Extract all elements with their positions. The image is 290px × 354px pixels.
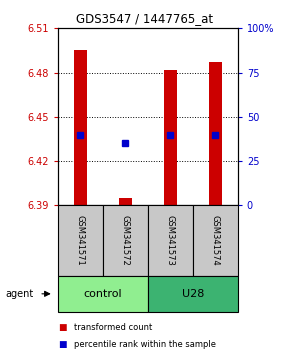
Text: GSM341571: GSM341571 <box>76 215 85 266</box>
Text: transformed count: transformed count <box>74 323 152 332</box>
Bar <box>119 198 132 205</box>
Text: GSM341573: GSM341573 <box>166 215 175 266</box>
Bar <box>164 70 177 205</box>
Text: ■: ■ <box>58 339 66 349</box>
Text: control: control <box>84 289 122 299</box>
Bar <box>74 50 87 205</box>
Text: percentile rank within the sample: percentile rank within the sample <box>74 339 216 349</box>
Text: U28: U28 <box>182 289 204 299</box>
Text: GSM341574: GSM341574 <box>211 215 220 266</box>
Bar <box>209 62 222 205</box>
Text: GDS3547 / 1447765_at: GDS3547 / 1447765_at <box>77 12 213 25</box>
Text: agent: agent <box>6 289 34 299</box>
Text: GSM341572: GSM341572 <box>121 215 130 266</box>
Text: ■: ■ <box>58 323 66 332</box>
